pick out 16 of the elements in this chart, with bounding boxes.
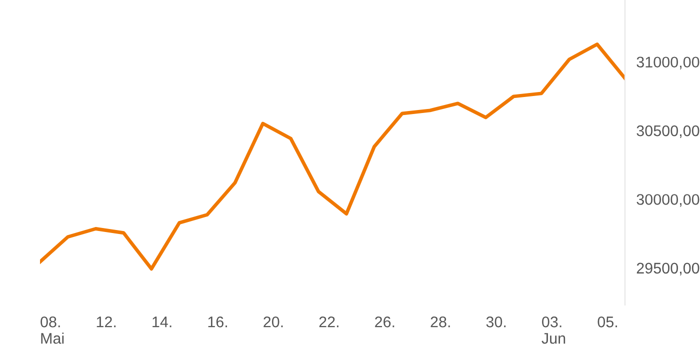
- y-tick-label: 29500,00: [636, 262, 700, 276]
- x-tick-label: 08. Mai: [40, 316, 64, 344]
- x-tick-label: 22.: [319, 316, 338, 328]
- x-tick-label: 03. Jun: [542, 316, 566, 344]
- x-tick-label: 14.: [152, 316, 172, 328]
- line-series: [40, 42, 625, 271]
- y-tick-label: 30500,00: [636, 125, 700, 138]
- x-tick-label: 12.: [96, 316, 116, 328]
- x-tick-label: 30.: [486, 316, 506, 328]
- x-tick-label: 26.: [375, 316, 394, 328]
- x-tick-label: 20.: [264, 316, 283, 328]
- y-tick-label: 31000,00: [636, 56, 700, 70]
- x-tick-label: 28.: [430, 316, 450, 328]
- y-tick-label: 30000,00: [636, 194, 700, 207]
- x-tick-label: 05.: [598, 316, 617, 328]
- x-tick-label: 16.: [208, 316, 227, 328]
